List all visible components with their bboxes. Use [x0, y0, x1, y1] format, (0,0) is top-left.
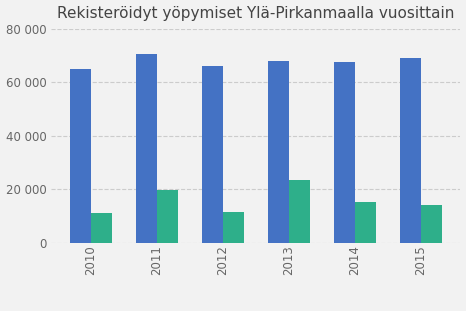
Bar [355, 202, 376, 243]
Bar [136, 54, 157, 243]
Title: Rekisteröidyt yöpymiset Ylä-Pirkanmaalla vuosittain: Rekisteröidyt yöpymiset Ylä-Pirkanmaalla… [57, 6, 454, 21]
Bar [202, 66, 223, 243]
Bar [267, 61, 289, 243]
Bar [400, 58, 421, 243]
Bar [334, 62, 355, 243]
Bar [289, 180, 310, 243]
Bar [223, 212, 244, 243]
Legend: Suomi, Ulkomaat: Suomi, Ulkomaat [175, 309, 336, 311]
Bar [421, 205, 442, 243]
Bar [91, 213, 112, 243]
Bar [70, 69, 91, 243]
Bar [157, 190, 178, 243]
